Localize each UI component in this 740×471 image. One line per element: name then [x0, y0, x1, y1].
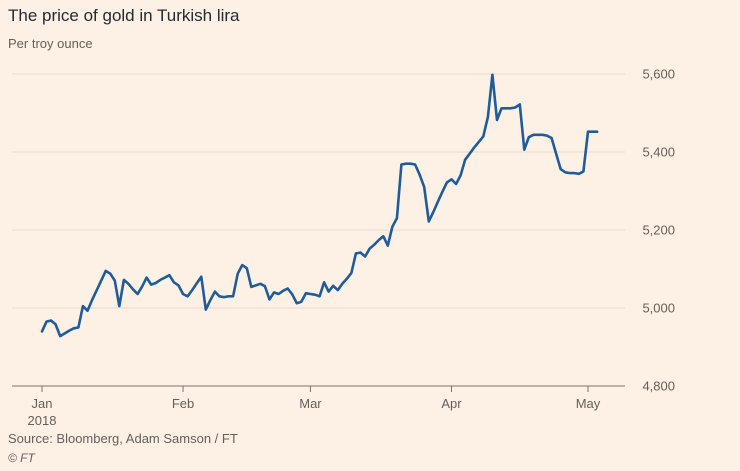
- x-tick-label: May: [576, 396, 601, 411]
- grid-lines: [12, 73, 625, 387]
- x-tick-label: Feb: [172, 396, 194, 411]
- y-tick-label: 4,800: [642, 379, 675, 394]
- x-axis: Jan 2018 Feb Mar Apr May: [28, 386, 601, 428]
- x-tick-sublabel: 2018: [28, 413, 57, 428]
- chart-title: The price of gold in Turkish lira: [8, 6, 240, 25]
- y-tick-label: 5,200: [642, 223, 675, 238]
- y-tick-label: 5,000: [642, 301, 675, 316]
- y-tick-label: 5,400: [642, 145, 675, 160]
- x-tick-label: Jan: [32, 396, 53, 411]
- y-tick-label: 5,600: [642, 67, 675, 82]
- x-tick-label: Apr: [441, 396, 462, 411]
- y-axis: 4,800 5,000 5,200 5,400 5,600: [642, 67, 675, 394]
- chart-subtitle: Per troy ounce: [8, 36, 93, 51]
- series-layer: [40, 73, 599, 338]
- x-tick-label: Mar: [299, 396, 322, 411]
- series-line-0: [40, 73, 599, 338]
- chart-source: Source: Bloomberg, Adam Samson / FT: [8, 431, 238, 446]
- chart-credit: © FT: [8, 451, 35, 465]
